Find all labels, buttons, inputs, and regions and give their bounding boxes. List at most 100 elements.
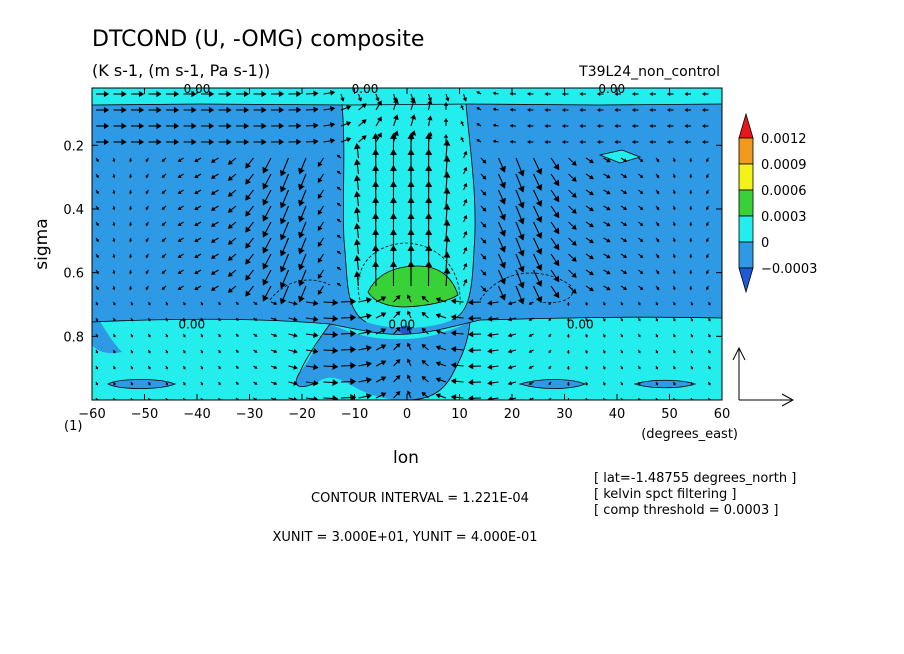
wind-arrow-head: [637, 302, 641, 306]
wind-arrow-head: [350, 330, 357, 338]
wind-arrow-head: [235, 334, 239, 338]
wind-arrow-head: [425, 132, 433, 139]
wind-arrow-head: [376, 116, 382, 122]
wind-arrow-head: [262, 246, 269, 254]
wind-arrow-head: [194, 190, 199, 195]
wind-arrow-head: [389, 260, 398, 267]
wind-arrow-head: [313, 122, 319, 129]
wind-arrow-head: [161, 206, 166, 211]
wind-arrow-head: [393, 130, 399, 137]
wind-arrow-head: [380, 328, 387, 334]
wind-arrow-head: [317, 289, 323, 295]
wind-arrow-head: [689, 159, 693, 163]
wind-arrow-head: [553, 227, 560, 235]
x-tick-label: 10: [451, 407, 468, 422]
wind-arrow-head: [620, 366, 624, 370]
wind-arrow-head: [329, 105, 336, 112]
contour-line: [633, 379, 697, 389]
wind-arrow-head: [245, 162, 252, 169]
x-tick-label: −30: [236, 407, 263, 422]
wind-arrow-head: [165, 350, 169, 354]
wind-arrow-head: [156, 106, 162, 114]
wind-arrow-head: [656, 222, 660, 227]
wind-arrow-head: [509, 123, 514, 128]
wind-arrow-head: [606, 190, 611, 195]
wind-arrow-head: [380, 392, 387, 398]
wind-arrow-head: [690, 334, 694, 338]
wind-arrow: [130, 397, 133, 400]
wind-arrow-head: [656, 270, 660, 275]
wind-arrow-head: [200, 302, 204, 306]
wind-arrow-head: [161, 158, 166, 163]
wind-arrow-head: [517, 233, 525, 241]
wind-arrow-head: [606, 158, 611, 163]
wind-arrow-head: [443, 171, 451, 178]
wind-arrow-head: [450, 394, 457, 400]
wind-arrow-head: [410, 130, 416, 136]
wind-arrow-head: [528, 301, 533, 305]
wind-arrow-head: [279, 185, 287, 193]
wind-arrow-head: [317, 257, 323, 263]
wind-arrow-head: [161, 222, 166, 227]
contour-line: [518, 379, 587, 389]
wind-arrow-head: [340, 97, 345, 102]
wind-arrow-head: [296, 138, 302, 145]
colorbar-segment: [738, 215, 754, 243]
wind-arrow-head: [407, 164, 415, 171]
wind-arrow-head: [313, 348, 319, 355]
wind-arrow-head: [487, 364, 493, 370]
wind-arrow-head: [596, 124, 601, 128]
wind-arrow-head: [208, 138, 215, 146]
wind-arrow-head: [361, 119, 367, 125]
wind-arrow-head: [194, 254, 199, 259]
wind-arrow-head: [161, 190, 166, 195]
wind-arrow-head: [389, 180, 398, 187]
wind-arrow-head: [129, 255, 133, 259]
wind-arrow-head: [365, 377, 372, 384]
wind-arrow-head: [544, 124, 548, 128]
wind-arrow-head: [112, 350, 116, 354]
wind-arrow-head: [639, 206, 644, 210]
wind-arrow-head: [656, 238, 660, 243]
contour-interval: CONTOUR INTERVAL = 1.221E-04: [311, 491, 529, 506]
wind-arrow-head: [606, 286, 611, 291]
wind-arrow-head: [672, 366, 676, 370]
wind-arrow-head: [689, 191, 693, 195]
wind-arrow-head: [165, 302, 169, 306]
wind-arrow-head: [313, 300, 319, 307]
wind-arrow-head: [553, 291, 560, 299]
wind-arrow-head: [614, 108, 618, 112]
wind-arrow-head: [103, 90, 110, 98]
wind-arrow-head: [406, 342, 412, 347]
wind-arrow-head: [372, 212, 380, 219]
wind-arrow-head: [365, 297, 372, 304]
wind-arrow-head: [395, 390, 401, 396]
wind-arrow-head: [194, 286, 199, 291]
wind-arrow-head: [421, 311, 427, 317]
y-tick-label: 0.6: [63, 267, 84, 282]
wind-arrow-head: [395, 342, 401, 348]
wind-arrow-head: [443, 251, 451, 258]
wind-arrow-head: [357, 97, 362, 102]
wind-arrow-head: [298, 279, 305, 287]
wind-arrow-head: [165, 382, 169, 386]
wind-arrow-head: [200, 318, 204, 322]
wind-arrow-head: [701, 140, 706, 144]
wind-arrow-head: [571, 256, 577, 262]
y-axis-note: (1): [64, 419, 82, 434]
wind-arrow-head: [262, 294, 269, 302]
wind-arrow-head: [602, 334, 606, 338]
contour-label: 0.00: [352, 82, 379, 96]
wind-arrow-head: [639, 254, 644, 258]
wind-arrow-head: [579, 108, 583, 112]
wind-vectors: [95, 89, 711, 400]
wind-arrow-head: [589, 190, 594, 196]
wind-arrow-head: [655, 302, 659, 306]
wind-arrow-head: [579, 140, 583, 144]
wind-arrow-head: [145, 206, 149, 211]
wind-arrow-head: [208, 122, 215, 130]
wind-arrow-head: [487, 396, 493, 400]
wind-arrow-head: [450, 314, 457, 321]
wind-arrow-head: [293, 332, 298, 338]
wind-arrow-head: [226, 122, 232, 130]
